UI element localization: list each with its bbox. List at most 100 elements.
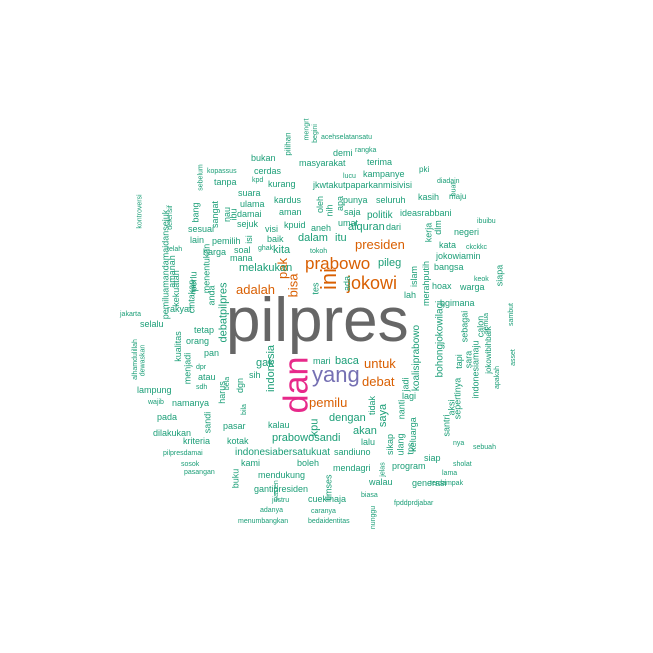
cloud-word: kpuid bbox=[284, 220, 306, 230]
cloud-word: terdampak bbox=[430, 480, 464, 487]
cloud-word: jokowiamin bbox=[436, 251, 481, 261]
cloud-word: nih bbox=[324, 204, 335, 217]
cloud-word: ulang bbox=[395, 433, 406, 456]
cloud-word: dlm bbox=[432, 220, 443, 235]
cloud-word: itu bbox=[335, 232, 347, 244]
cloud-word: prabowo bbox=[305, 254, 371, 273]
cloud-word: kita bbox=[273, 244, 291, 256]
cloud-word: sholat bbox=[453, 461, 472, 468]
cloud-word: buku bbox=[230, 468, 241, 489]
cloud-word: jadi bbox=[400, 377, 411, 392]
cloud-word: tokoh bbox=[310, 248, 328, 255]
cloud-word: pasangan bbox=[184, 469, 215, 476]
cloud-word: visi bbox=[265, 224, 278, 234]
cloud-word: santri bbox=[441, 414, 452, 437]
cloud-word: islam bbox=[409, 265, 420, 288]
cloud-word: begini bbox=[311, 124, 319, 143]
cloud-word: baca bbox=[335, 355, 359, 367]
cloud-word: dalam bbox=[298, 232, 328, 244]
cloud-word: presiden bbox=[355, 237, 405, 252]
cloud-word: pileg bbox=[378, 257, 402, 269]
cloud-word: terima bbox=[367, 157, 393, 167]
cloud-word: biasa bbox=[361, 492, 378, 499]
cloud-word: sara bbox=[463, 350, 474, 369]
cloud-word: tidak bbox=[367, 395, 378, 416]
cloud-word: fpddprdjabar bbox=[394, 500, 434, 507]
cloud-word: harga bbox=[203, 247, 227, 257]
cloud-word: kurang bbox=[268, 179, 296, 189]
cloud-word: hoax bbox=[432, 281, 452, 291]
cloud-word: selalu bbox=[140, 319, 164, 329]
cloud-word: dewaskan bbox=[139, 344, 147, 377]
cloud-word: program bbox=[392, 461, 426, 471]
cloud-word: adalah bbox=[236, 282, 276, 297]
cloud-word: pemilih bbox=[212, 236, 241, 246]
cloud-word: bukan bbox=[251, 153, 276, 163]
cloud-word: keluarga bbox=[407, 417, 418, 452]
cloud-word: kekuatan bbox=[170, 270, 181, 307]
cloud-word: jokowi bbox=[347, 273, 398, 293]
cloud-word: damai bbox=[237, 209, 262, 219]
cloud-word: nya bbox=[453, 440, 465, 447]
cloud-word: gantipresiden bbox=[254, 484, 309, 494]
cloud-word: boleh bbox=[297, 458, 320, 468]
cloud-word: sambut bbox=[507, 303, 515, 326]
cloud-word: prabowosandi bbox=[272, 432, 341, 444]
cloud-word: pada bbox=[157, 412, 178, 422]
cloud-word: bangsa bbox=[434, 262, 464, 272]
cloud-word: asset bbox=[509, 349, 517, 366]
cloud-word: lucu bbox=[343, 173, 356, 180]
cloud-word: defensif bbox=[166, 205, 174, 230]
cloud-word: kalau bbox=[268, 420, 290, 430]
cloud-word: mari bbox=[313, 356, 331, 366]
cloud-word: mengrt bbox=[303, 118, 311, 141]
cloud-word: orang bbox=[186, 336, 210, 346]
cloud-word: sesuai bbox=[188, 224, 215, 234]
cloud-word: mendagri bbox=[333, 463, 371, 473]
cloud-word: dilakukan bbox=[153, 428, 192, 438]
cloud-word: warga bbox=[460, 282, 485, 292]
cloud-word: timses bbox=[323, 474, 334, 501]
cloud-word: tanpa bbox=[214, 177, 237, 187]
cloud-word: mendukung bbox=[258, 470, 306, 480]
cloud-word: pasar bbox=[223, 421, 246, 431]
cloud-word: apakah bbox=[493, 366, 501, 389]
cloud-word: politik bbox=[367, 210, 393, 221]
cloud-word: debatpilpres bbox=[217, 282, 230, 343]
cloud-word: bila bbox=[240, 404, 248, 415]
cloud-word: nunggu bbox=[370, 505, 378, 530]
cloud-word: sebuah bbox=[473, 444, 496, 451]
cloud-word: alquran bbox=[348, 221, 385, 233]
cloud-word: dari bbox=[386, 222, 402, 232]
cloud-word: baik bbox=[267, 234, 284, 244]
cloud-word: sejuk bbox=[237, 219, 259, 229]
cloud-word: bang bbox=[190, 202, 201, 223]
cloud-word: dgn bbox=[235, 377, 246, 394]
cloud-word: siap bbox=[424, 453, 441, 463]
cloud-word: suara bbox=[238, 188, 261, 198]
cloud-word: siapa bbox=[494, 264, 505, 287]
cloud-word: pasien bbox=[272, 480, 280, 501]
cloud-word: pki bbox=[419, 165, 430, 174]
cloud-word: telah bbox=[167, 246, 183, 253]
cloud-word: justru bbox=[272, 497, 290, 504]
cloud-word: anda bbox=[206, 285, 217, 306]
cloud-word: isi bbox=[243, 235, 254, 244]
cloud-word: nau bbox=[222, 206, 233, 223]
cloud-word: ulama bbox=[240, 199, 265, 209]
cloud-word: ckckkc bbox=[466, 244, 487, 251]
cloud-word: keok bbox=[474, 276, 489, 283]
cloud-word: jkwtakutpaparkanmisivisi bbox=[313, 180, 413, 190]
cloud-word: sebelum bbox=[197, 164, 205, 191]
cloud-word: lagi bbox=[402, 391, 417, 401]
cloud-word: apa bbox=[335, 195, 346, 212]
cloud-word: saya bbox=[377, 403, 390, 428]
cloud-word: kopassus bbox=[207, 168, 237, 175]
cloud-word: walau bbox=[369, 477, 393, 487]
cloud-word: kami bbox=[241, 458, 261, 468]
cloud-word: sikap bbox=[385, 433, 396, 456]
cloud-word: bela bbox=[224, 376, 232, 391]
cloud-word: alhamdulillah bbox=[131, 339, 139, 380]
cloud-word: lah bbox=[404, 290, 417, 300]
cloud-word: sdh bbox=[196, 384, 208, 391]
